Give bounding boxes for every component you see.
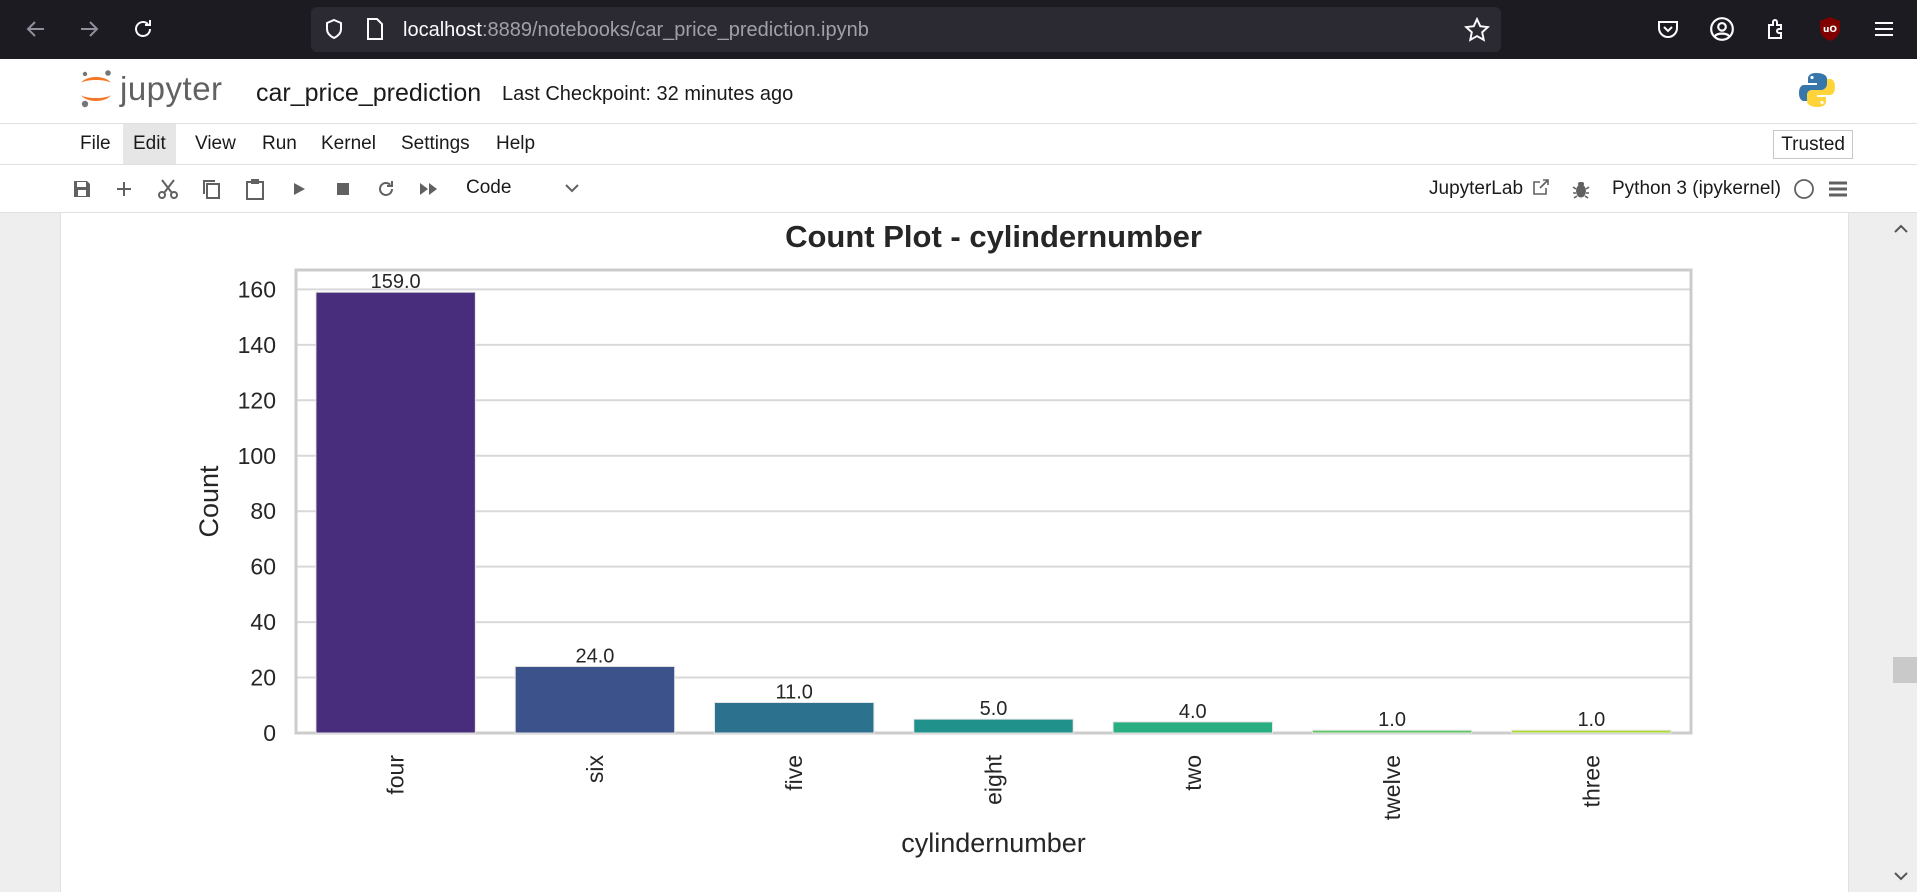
page-icon bbox=[364, 17, 386, 46]
list-icon[interactable] bbox=[1825, 176, 1851, 202]
output-cell: 0 20 40 60 80 100 120 140 160 159.0 four 24.0 six 11.… bbox=[60, 213, 1849, 892]
reload-icon[interactable] bbox=[124, 10, 162, 48]
jupyter-logo-icon bbox=[81, 70, 111, 108]
url-path: :8889/notebooks/car_price_prediction.ipy… bbox=[481, 19, 869, 41]
external-link-icon bbox=[1533, 179, 1550, 195]
svg-text:uO: uO bbox=[1823, 25, 1837, 35]
bar-six bbox=[514, 665, 676, 734]
scroll-down-icon[interactable] bbox=[1885, 864, 1917, 888]
x-tick-label-eight: eight bbox=[981, 754, 1007, 804]
y-tick-label: 60 bbox=[250, 554, 276, 580]
x-tick-label-four: four bbox=[383, 755, 409, 795]
plot-frame bbox=[294, 268, 1693, 735]
chevron-down-icon[interactable] bbox=[562, 178, 582, 203]
notebook-area: 0 20 40 60 80 100 120 140 160 159.0 four 24.0 six 11.… bbox=[0, 213, 1917, 892]
scroll-thumb[interactable] bbox=[1893, 657, 1917, 683]
x-tick-label-five: five bbox=[781, 755, 807, 791]
data-label-five: 11.0 bbox=[775, 682, 812, 704]
y-tick-label: 140 bbox=[238, 332, 276, 358]
data-label-six: 24.0 bbox=[575, 645, 614, 667]
y-tick-label: 40 bbox=[250, 609, 276, 635]
x-tick-label-twelve: twelve bbox=[1379, 755, 1405, 820]
forward-arrow-icon[interactable] bbox=[70, 10, 108, 48]
restart-icon[interactable] bbox=[373, 176, 399, 202]
add-icon[interactable] bbox=[111, 176, 137, 202]
menu-view[interactable]: View bbox=[195, 133, 236, 154]
python-logo-icon bbox=[1798, 71, 1836, 114]
save-icon[interactable] bbox=[69, 176, 95, 202]
star-icon[interactable] bbox=[1463, 16, 1491, 48]
notebook-toolbar: Code JupyterLab Python 3 (ipykernel) bbox=[0, 165, 1917, 213]
y-tick-label: 160 bbox=[238, 276, 276, 302]
menu-kernel[interactable]: Kernel bbox=[321, 133, 376, 154]
url-bar[interactable]: localhost:8889/notebooks/car_price_predi… bbox=[311, 7, 1501, 52]
browser-toolbar: localhost:8889/notebooks/car_price_predi… bbox=[0, 0, 1917, 59]
data-label-three: 1.0 bbox=[1577, 709, 1605, 731]
run-icon[interactable] bbox=[286, 176, 312, 202]
vertical-scrollbar[interactable] bbox=[1885, 213, 1917, 892]
data-label-twelve: 1.0 bbox=[1378, 709, 1406, 731]
menu-help[interactable]: Help bbox=[496, 133, 536, 154]
y-tick-label: 80 bbox=[250, 498, 276, 524]
x-axis-label: cylindernumber bbox=[901, 828, 1086, 858]
copy-icon[interactable] bbox=[198, 176, 224, 202]
bar-two bbox=[1112, 721, 1273, 734]
last-checkpoint: Last Checkpoint: 32 minutes ago bbox=[502, 83, 794, 105]
chart-title: Count Plot - cylindernumber bbox=[785, 219, 1202, 254]
count-plot-chart: 0 20 40 60 80 100 120 140 160 159.0 four 24.0 six 11.… bbox=[194, 219, 1693, 858]
bar-five bbox=[714, 702, 875, 734]
jupyter-logo-text: jupyter bbox=[120, 70, 223, 107]
menu-edit[interactable]: Edit bbox=[123, 124, 176, 164]
fast-forward-icon[interactable] bbox=[416, 176, 442, 202]
back-arrow-icon[interactable] bbox=[17, 10, 55, 48]
menu-bar: File Edit View Run Kernel Settings Help … bbox=[0, 123, 1917, 165]
stop-icon[interactable] bbox=[330, 176, 356, 202]
url-text[interactable]: localhost:8889/notebooks/car_price_predi… bbox=[403, 19, 869, 42]
account-icon[interactable] bbox=[1703, 10, 1741, 48]
shield-icon[interactable] bbox=[322, 17, 346, 46]
y-tick-label: 120 bbox=[238, 387, 276, 413]
menu-settings[interactable]: Settings bbox=[401, 133, 470, 154]
scroll-up-icon[interactable] bbox=[1885, 217, 1917, 241]
data-label-four: 159.0 bbox=[371, 271, 421, 293]
x-tick-label-six: six bbox=[582, 755, 608, 784]
ublock-icon[interactable]: uO bbox=[1811, 10, 1849, 48]
data-label-two: 4.0 bbox=[1179, 701, 1207, 723]
cut-icon[interactable] bbox=[155, 176, 181, 202]
bar-three bbox=[1511, 729, 1672, 734]
paste-icon[interactable] bbox=[242, 176, 268, 202]
kernel-name[interactable]: Python 3 (ipykernel) bbox=[1612, 178, 1781, 199]
trusted-indicator[interactable]: Trusted bbox=[1773, 130, 1853, 159]
url-host: localhost bbox=[403, 19, 482, 41]
x-tick-label-three: three bbox=[1578, 755, 1604, 807]
notebook-title[interactable]: car_price_prediction bbox=[256, 79, 482, 107]
bar-four bbox=[315, 291, 476, 734]
jupyterlab-link[interactable]: JupyterLab bbox=[1429, 178, 1550, 200]
bar-twelve bbox=[1311, 729, 1473, 734]
y-tick-label: 100 bbox=[238, 443, 276, 469]
jupyterlab-label: JupyterLab bbox=[1429, 178, 1524, 199]
y-tick-label: 0 bbox=[263, 720, 276, 746]
bar-eight bbox=[913, 718, 1074, 734]
pocket-icon[interactable] bbox=[1649, 10, 1687, 48]
x-tick-label-two: two bbox=[1180, 755, 1206, 791]
hamburger-menu-icon[interactable] bbox=[1865, 10, 1903, 48]
menu-file[interactable]: File bbox=[80, 133, 111, 154]
cell-type-select[interactable]: Code bbox=[466, 177, 512, 198]
extensions-icon[interactable] bbox=[1757, 10, 1795, 48]
data-label-eight: 5.0 bbox=[980, 698, 1008, 720]
jupyter-header: jupyter car_price_prediction Last Checkp… bbox=[0, 59, 1917, 123]
bug-icon[interactable] bbox=[1568, 176, 1594, 202]
jupyter-logo[interactable]: jupyter bbox=[78, 69, 223, 109]
menu-run[interactable]: Run bbox=[262, 133, 297, 154]
y-tick-label: 20 bbox=[250, 665, 276, 691]
y-axis-label: Count bbox=[194, 465, 224, 538]
kernel-status-circle-icon bbox=[1791, 176, 1817, 202]
